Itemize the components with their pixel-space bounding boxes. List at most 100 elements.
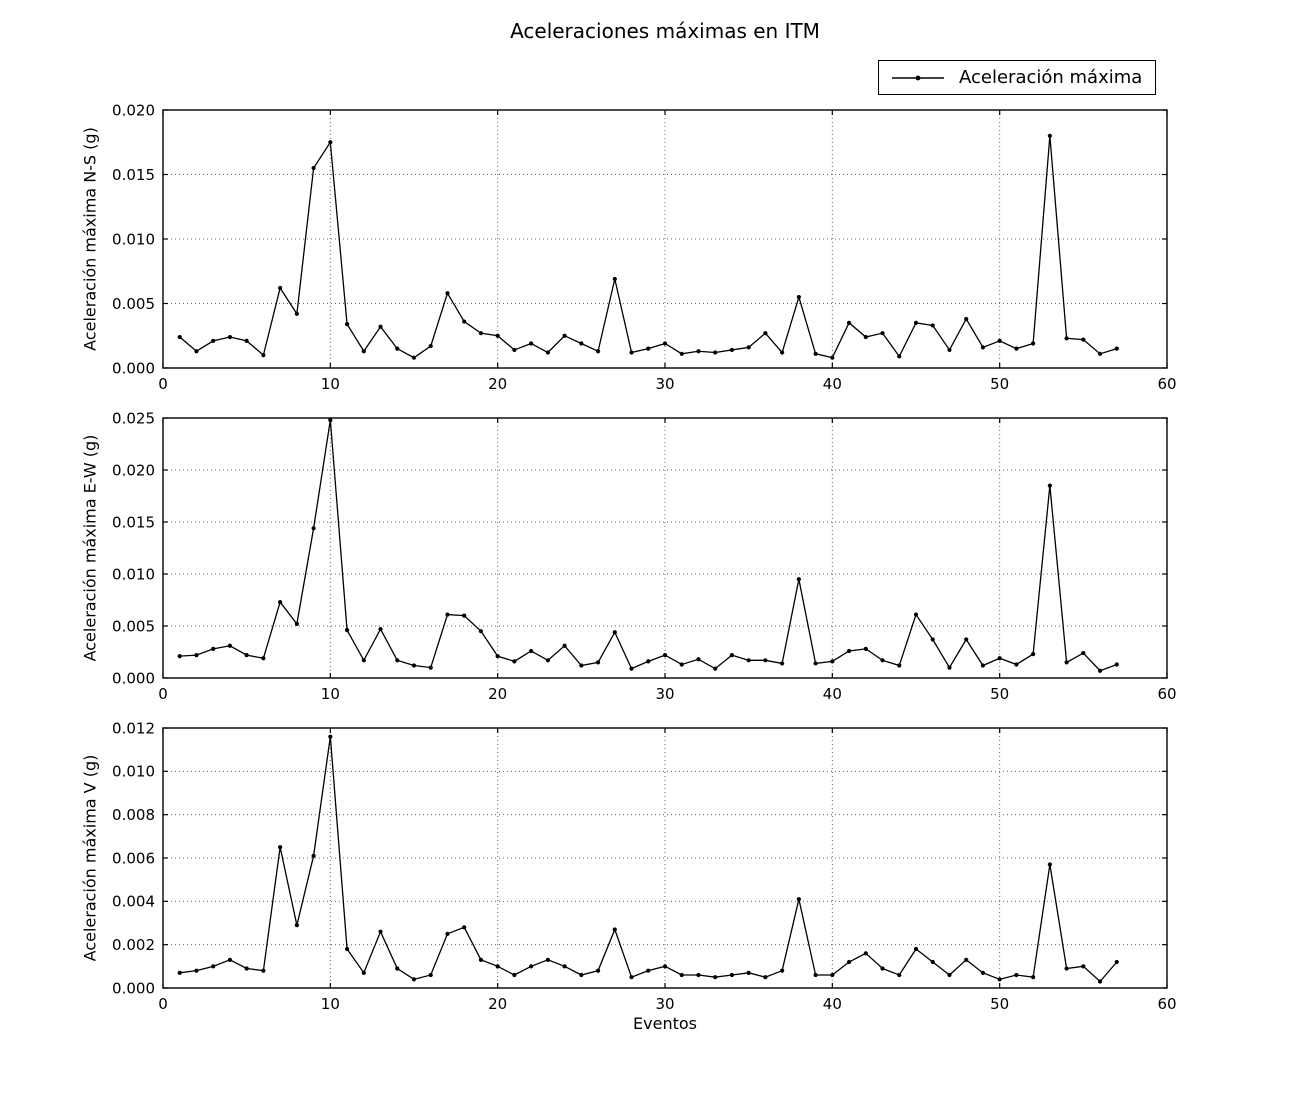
data-point	[378, 324, 383, 329]
data-point	[328, 140, 333, 145]
data-point	[311, 165, 316, 171]
y-tick-label: 0.020	[112, 461, 155, 479]
data-point	[177, 970, 182, 975]
plot-area-ew: 0 10 20 30 40 50 60 0.000 0.005 0.010 0.015 0.020 0.…	[112, 409, 1177, 703]
data-point	[428, 665, 433, 670]
data-point	[763, 658, 768, 663]
data-point	[478, 957, 484, 962]
data-point	[579, 972, 584, 978]
data-point	[612, 630, 617, 635]
data-point	[428, 972, 433, 978]
data-point	[629, 975, 634, 980]
data-point	[411, 977, 417, 982]
data-point	[612, 927, 617, 932]
data-point	[395, 966, 400, 971]
x-tick-label: 60	[1157, 375, 1176, 393]
x-tick-label: 40	[823, 995, 842, 1013]
data-point	[445, 291, 450, 296]
data-point	[863, 951, 868, 956]
x-tick-label: 10	[321, 375, 340, 393]
data-point	[211, 964, 216, 969]
data-point	[913, 946, 919, 952]
data-point	[194, 968, 199, 973]
data-point	[462, 613, 467, 618]
data-point	[662, 341, 668, 346]
x-tick-label: 40	[823, 685, 842, 703]
legend-label: Aceleración máxima	[959, 67, 1143, 88]
data-point	[1047, 862, 1052, 867]
data-point	[261, 968, 266, 973]
y-tick-label: 0.012	[112, 719, 155, 737]
data-point	[278, 599, 283, 605]
data-point	[679, 662, 684, 667]
data-point	[729, 347, 735, 353]
data-point	[947, 347, 952, 353]
data-point	[1097, 351, 1103, 356]
data-point	[344, 628, 350, 633]
data-point	[579, 663, 584, 668]
data-point	[529, 341, 534, 346]
data-point	[462, 319, 467, 324]
legend-marker-icon	[892, 75, 944, 80]
data-point	[646, 659, 651, 664]
data-point	[579, 341, 584, 346]
data-point	[1031, 651, 1036, 657]
data-point	[194, 653, 199, 658]
data-point	[796, 897, 801, 902]
data-point	[1014, 662, 1019, 667]
data-point	[562, 964, 567, 969]
data-point	[595, 968, 601, 973]
data-point	[562, 333, 567, 338]
data-point	[227, 334, 233, 340]
x-tick-label: 20	[488, 375, 507, 393]
legend: Aceleración máxima	[878, 60, 1156, 95]
y-axis-label-ew: Aceleración máxima E-W (g)	[80, 434, 100, 662]
y-tick-label: 0.005	[112, 617, 155, 635]
data-point	[361, 658, 366, 663]
data-point	[846, 648, 852, 654]
data-point	[1081, 650, 1086, 656]
data-point	[445, 612, 450, 617]
y-tick-label: 0.010	[112, 565, 155, 583]
data-point	[1014, 346, 1019, 351]
x-tick-label: 20	[488, 995, 507, 1013]
data-point	[997, 656, 1002, 661]
data-point	[880, 966, 885, 971]
data-point	[863, 334, 868, 340]
data-point	[880, 658, 885, 663]
data-point	[696, 972, 701, 978]
data-point	[964, 637, 969, 642]
data-point	[646, 968, 651, 973]
data-point	[713, 350, 718, 355]
data-point	[411, 663, 417, 668]
y-tick-label: 0.020	[112, 101, 155, 119]
data-point	[1064, 336, 1069, 341]
data-point	[344, 946, 350, 952]
data-point	[361, 349, 366, 354]
data-point	[1114, 959, 1119, 965]
data-point	[328, 734, 333, 739]
data-point	[629, 350, 634, 355]
data-point	[662, 964, 668, 969]
x-tick-label: 50	[990, 375, 1009, 393]
subplot-ew: 0 10 20 30 40 50 60 0.000 0.005 0.010 0.015 0.020 0.…	[110, 403, 1185, 723]
data-point	[545, 957, 550, 962]
data-point	[311, 853, 316, 858]
data-point	[361, 970, 366, 975]
data-point	[244, 966, 249, 971]
data-point	[830, 659, 835, 664]
data-point	[713, 975, 718, 980]
data-point	[1097, 668, 1103, 673]
data-point	[244, 338, 249, 344]
data-point	[980, 345, 986, 350]
data-point	[445, 931, 450, 936]
data-point	[395, 346, 400, 351]
data-point	[897, 354, 902, 359]
x-tick-label: 0	[158, 995, 168, 1013]
data-point	[495, 654, 500, 659]
data-point	[261, 353, 266, 358]
data-point	[595, 660, 601, 665]
data-point	[763, 331, 768, 336]
data-point	[746, 345, 751, 350]
